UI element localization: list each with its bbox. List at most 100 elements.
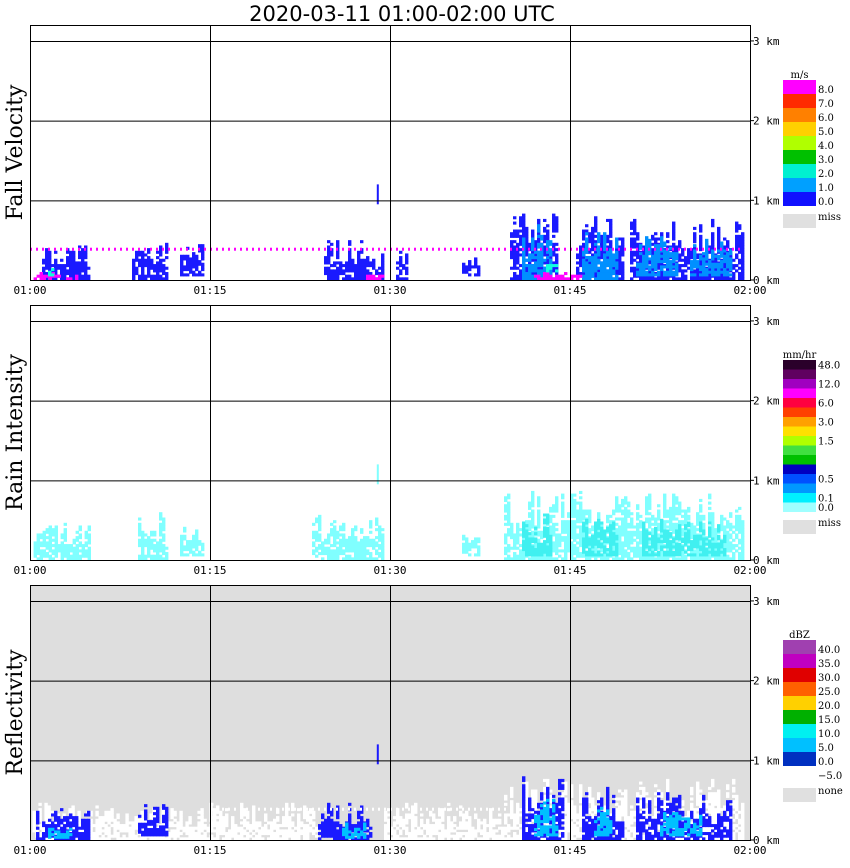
- data-cell: [579, 544, 583, 548]
- data-cell: [510, 277, 514, 281]
- data-cell: [609, 261, 613, 265]
- data-cell: [528, 553, 532, 557]
- data-cell: [528, 274, 532, 278]
- data-cell: [300, 821, 304, 825]
- data-cell: [252, 816, 256, 820]
- data-cell: [717, 232, 721, 236]
- data-cell: [618, 258, 622, 262]
- data-cell: [549, 264, 553, 268]
- data-cell: [132, 269, 136, 273]
- data-cell: [348, 242, 352, 246]
- data-cell: [246, 816, 250, 820]
- data-cell: [660, 518, 664, 522]
- data-cell: [717, 257, 721, 261]
- data-cell: [609, 232, 613, 236]
- data-cell: [183, 537, 187, 541]
- panel-label: Fall Velocity: [3, 84, 28, 220]
- data-cell: [339, 546, 343, 550]
- data-cell: [54, 554, 58, 558]
- data-cell: [555, 549, 559, 553]
- data-cell: [179, 824, 183, 828]
- data-cell: [591, 528, 595, 532]
- data-cell: [315, 536, 319, 540]
- data-cell: [666, 557, 670, 561]
- data-cell: [555, 266, 559, 270]
- data-cell: [345, 269, 349, 273]
- data-cell: [627, 514, 631, 518]
- data-cell: [243, 832, 247, 836]
- data-cell: [543, 266, 547, 270]
- data-cell: [345, 554, 349, 558]
- data-cell: [636, 245, 640, 249]
- data-cell: [81, 269, 85, 273]
- data-cell: [594, 261, 598, 265]
- data-cell: [381, 269, 385, 273]
- data-cell: [609, 253, 613, 257]
- data-cell: [402, 266, 406, 270]
- data-cell: [717, 226, 721, 230]
- data-cell: [681, 258, 685, 262]
- data-cell: [666, 265, 670, 269]
- data-cell: [576, 272, 580, 276]
- data-cell: [357, 266, 361, 270]
- data-cell: [63, 277, 67, 281]
- data-cell: [723, 550, 727, 554]
- data-cell: [666, 252, 670, 256]
- data-cell: [513, 544, 517, 548]
- data-cell: [119, 824, 123, 828]
- time-tick-label: 01:30: [373, 564, 406, 577]
- data-cell: [399, 821, 403, 825]
- data-cell: [122, 826, 126, 830]
- data-cell: [522, 216, 526, 220]
- data-cell: [471, 542, 475, 546]
- data-cell: [594, 266, 598, 270]
- data-cell: [525, 532, 529, 536]
- data-cell: [33, 546, 37, 550]
- data-cell: [723, 540, 727, 544]
- data-cell: [378, 266, 382, 270]
- data-cell: [594, 542, 598, 546]
- data-cell: [699, 557, 703, 561]
- data-cell: [48, 549, 52, 553]
- data-cell: [240, 829, 244, 833]
- data-cell: [504, 504, 508, 508]
- data-cell: [147, 250, 151, 254]
- data-cell: [642, 262, 646, 266]
- data-cell: [585, 245, 589, 249]
- data-cell: [312, 530, 316, 534]
- data-cell: [179, 821, 183, 825]
- data-cell: [45, 528, 49, 532]
- data-cell: [708, 554, 712, 558]
- data-cell: [369, 525, 373, 529]
- data-cell: [393, 821, 397, 825]
- data-cell: [219, 810, 223, 814]
- data-cell: [654, 534, 658, 538]
- data-cell: [735, 248, 739, 252]
- data-cell: [663, 525, 667, 529]
- data-cell: [597, 261, 601, 265]
- data-cell: [363, 536, 367, 540]
- data-cell: [98, 818, 102, 822]
- data-dot: [120, 247, 122, 251]
- data-cell: [738, 546, 742, 550]
- data-cell: [699, 545, 703, 549]
- data-cell: [639, 525, 643, 529]
- data-cell: [222, 832, 226, 836]
- data-dot: [168, 247, 170, 251]
- data-cell: [32, 816, 36, 820]
- data-cell: [32, 826, 36, 830]
- data-cell: [573, 509, 577, 513]
- data-cell: [378, 272, 382, 276]
- data-cell: [618, 509, 622, 513]
- data-cell: [585, 518, 589, 522]
- data-cell: [651, 234, 655, 238]
- data-cell: [336, 557, 340, 561]
- data-cell: [63, 528, 67, 532]
- data-cell: [597, 542, 601, 546]
- data-cell: [615, 277, 619, 281]
- data-cell: [549, 540, 553, 544]
- data-cell: [203, 826, 207, 830]
- data-cell: [714, 542, 718, 546]
- data-cell: [651, 553, 655, 557]
